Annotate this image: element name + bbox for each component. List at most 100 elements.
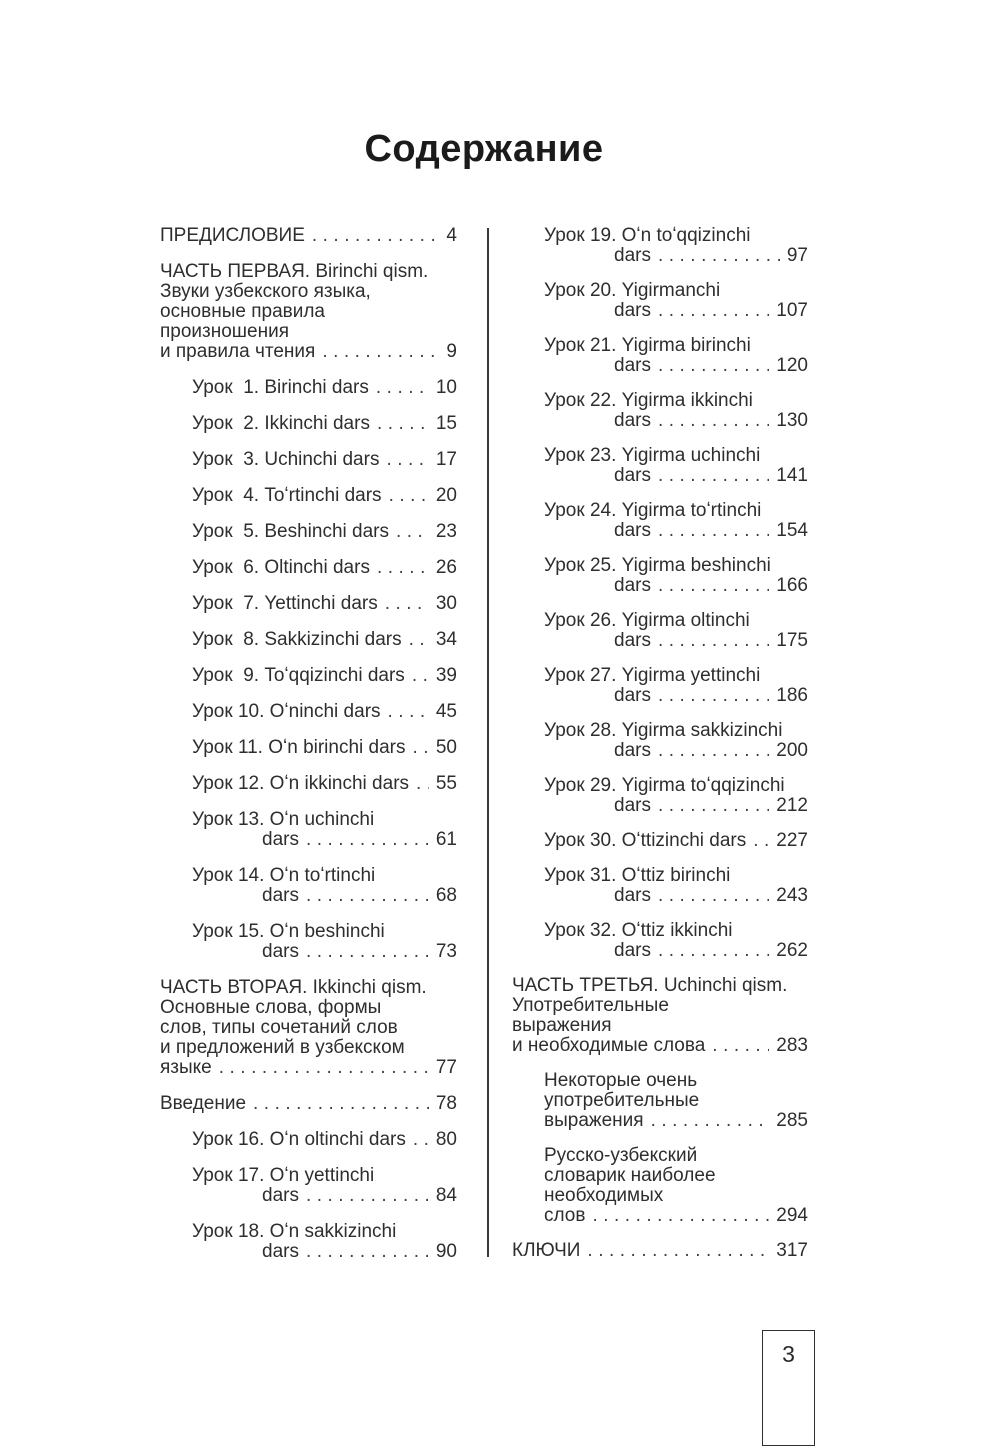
toc-entry-label: Урок 8. Sakkizinchi dars — [192, 629, 402, 650]
toc-entry-line: необходимых — [544, 1185, 664, 1206]
dot-leader — [658, 741, 769, 761]
toc-entry-label: dars — [614, 465, 651, 486]
toc-entry-label: dars — [614, 685, 651, 706]
toc-entry-lastline: слов 294 — [544, 1206, 808, 1226]
toc-entry-lastline: Урок 4. Toʻrtinchi dars 20 — [192, 486, 457, 506]
toc-entry-lastline: dars 97 — [614, 246, 808, 266]
toc-entry-lastline: dars 186 — [614, 686, 808, 706]
dot-leader — [753, 831, 769, 851]
toc-entry-lastline: Урок 10. Oʻninchi dars 45 — [192, 702, 457, 722]
toc-page-number: 317 — [776, 1240, 808, 1261]
dot-leader — [306, 942, 429, 962]
toc-entry: Урок 7. Yettinchi dars 30 — [192, 594, 457, 614]
toc-entry-lastline: языке 77 — [160, 1058, 457, 1078]
toc-entry-line: Урок 25. Yigirma beshinchi — [544, 555, 771, 576]
dot-leader — [312, 226, 440, 246]
toc-entry: Урок 3. Uchinchi dars 17 — [192, 450, 457, 470]
dot-leader — [409, 630, 429, 650]
toc-page-number: 61 — [435, 829, 457, 850]
dot-leader — [587, 1241, 769, 1261]
toc-entry-line: Урок 24. Yigirma toʻrtinchi — [544, 500, 762, 521]
toc-entry-label: Урок 7. Yettinchi dars — [192, 593, 378, 614]
toc-entry-line: Урок 18. Oʻn sakkizinchi — [192, 1221, 397, 1242]
dot-leader — [306, 886, 429, 906]
toc-page-number: 78 — [435, 1093, 457, 1114]
toc-entry-label: Урок 3. Uchinchi dars — [192, 449, 380, 470]
dot-leader — [658, 631, 769, 651]
toc-entry-lastline: dars 154 — [614, 521, 808, 541]
page-number-box: 3 — [762, 1330, 815, 1446]
toc-entry-lastline: Урок 7. Yettinchi dars 30 — [192, 594, 457, 614]
toc-entry-line: Урок 13. Oʻn uchinchi — [192, 809, 375, 830]
toc-entry-line: Урок 28. Yigirma sakkizinchi — [544, 720, 783, 741]
toc-entry-line: Урок 21. Yigirma birinchi — [544, 335, 751, 356]
toc-entry-lastline: dars 61 — [262, 830, 457, 850]
toc-page-number: 50 — [435, 737, 457, 758]
toc-entry-label: dars — [262, 1185, 299, 1206]
toc-entry-lastline: Урок 2. Ikkinchi dars 15 — [192, 414, 457, 434]
toc-page-number: 45 — [435, 701, 457, 722]
toc-page-number: 283 — [776, 1035, 808, 1056]
toc-entry-line: произношения — [160, 321, 290, 342]
toc-page-number: 166 — [776, 575, 808, 596]
dot-leader — [658, 521, 769, 541]
toc-entry: Урок 11. Oʻn birinchi dars 50 — [192, 738, 457, 758]
dot-leader — [658, 576, 769, 596]
toc-entry-label: dars — [262, 885, 299, 906]
toc-entry-label: dars — [262, 829, 299, 850]
toc-entry-line: Урок 19. Oʻn toʻqqizinchi — [544, 225, 751, 246]
toc-entry-label: слов — [544, 1205, 586, 1226]
toc-entry-label: dars — [262, 941, 299, 962]
toc-entry-line: словарик наиболее — [544, 1165, 716, 1186]
toc-page-number: 285 — [776, 1110, 808, 1131]
toc-entry-lastline: Урок 16. Oʻn oltinchi dars 80 — [192, 1130, 457, 1150]
toc-entry-line: Урок 26. Yigirma oltinchi — [544, 610, 750, 631]
toc-entry-lastline: dars 166 — [614, 576, 808, 596]
toc-entry-lastline: dars 84 — [262, 1186, 457, 1206]
toc-entry-lastline: dars 130 — [614, 411, 808, 431]
toc-entry: Урок 1. Birinchi dars 10 — [192, 378, 457, 398]
toc-entry-lastline: dars 200 — [614, 741, 808, 761]
toc-entry-lastline: выражения 285 — [544, 1111, 808, 1131]
toc-entry-line: Урок 23. Yigirma uchinchi — [544, 445, 761, 466]
toc-entry-label: Урок 11. Oʻn birinchi dars — [192, 737, 406, 758]
toc-entry-label: Урок 12. Oʻn ikkinchi dars — [192, 773, 410, 794]
toc-page-number: 34 — [435, 629, 457, 650]
toc-column-left: ПРЕДИСЛОВИЕ 4 ЧАСТЬ ПЕРВАЯ. Birinchi qism.… — [160, 226, 457, 1278]
dot-leader — [306, 1242, 429, 1262]
toc-entry-label: языке — [160, 1057, 212, 1078]
toc-page-number: 154 — [776, 520, 808, 541]
toc-entry-label: dars — [614, 885, 651, 906]
toc-column-right: Урок 19. Oʻn toʻqqizinchidars97 Урок 20. … — [512, 226, 808, 1276]
dot-leader — [376, 378, 429, 398]
toc-page-number: 200 — [776, 740, 808, 761]
toc-entry-line: ЧАСТЬ ПЕРВАЯ. Birinchi qism. — [160, 261, 429, 282]
toc-entry: ЧАСТЬ ПЕРВАЯ. Birinchi qism. Звуки узбекс… — [160, 262, 457, 362]
toc-entry-label: Урок 16. Oʻn oltinchi dars — [192, 1129, 406, 1150]
toc-page-number: 20 — [435, 485, 457, 506]
toc-entry: Урок 30. Oʻttizinchi dars 227 — [544, 831, 808, 851]
toc-entry-line: Употребительные — [512, 995, 669, 1016]
toc-entry-label: Урок 1. Birinchi dars — [192, 377, 369, 398]
toc-page-number: 4 — [446, 225, 457, 246]
toc-entry-label: dars — [614, 940, 651, 961]
toc-entry-label: dars — [614, 300, 651, 321]
toc-entry-label: Урок 4. Toʻrtinchi dars — [192, 485, 382, 506]
toc-entry-lastline: dars 175 — [614, 631, 808, 651]
toc-page-number: 294 — [776, 1205, 808, 1226]
toc-entry: Урок 4. Toʻrtinchi dars 20 — [192, 486, 457, 506]
toc-entry-lastline: dars 107 — [614, 301, 808, 321]
toc-entry-label: Введение — [160, 1093, 247, 1114]
toc-entry: КЛЮЧИ 317 — [512, 1241, 808, 1261]
dot-leader — [413, 1130, 429, 1150]
toc-entry: Урок 16. Oʻn oltinchi dars 80 — [192, 1130, 457, 1150]
dot-leader — [658, 301, 769, 321]
toc-entry-label: Урок 2. Ikkinchi dars — [192, 413, 370, 434]
